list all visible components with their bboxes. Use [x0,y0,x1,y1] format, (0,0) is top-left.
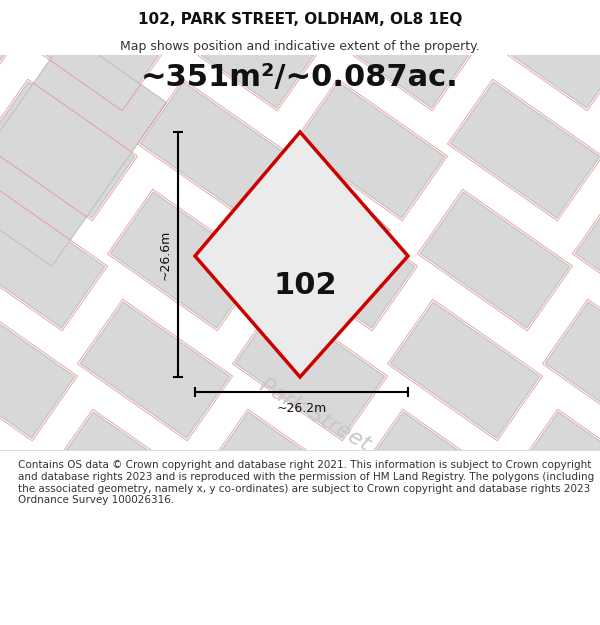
Polygon shape [205,412,355,548]
Polygon shape [110,192,260,328]
Polygon shape [140,82,290,218]
Polygon shape [330,522,480,625]
Polygon shape [390,302,540,438]
Polygon shape [360,412,510,548]
Text: 102, PARK STREET, OLDHAM, OL8 1EQ: 102, PARK STREET, OLDHAM, OL8 1EQ [138,12,462,27]
Polygon shape [325,0,475,108]
Polygon shape [0,302,75,438]
Polygon shape [575,192,600,328]
Polygon shape [485,522,600,625]
Polygon shape [175,522,325,625]
Polygon shape [195,132,408,377]
Polygon shape [480,0,600,108]
Polygon shape [265,192,415,328]
Polygon shape [220,150,390,310]
Polygon shape [15,0,165,108]
Text: ~26.2m: ~26.2m [277,401,326,414]
Polygon shape [545,302,600,438]
Polygon shape [515,412,600,548]
Polygon shape [80,302,230,438]
Text: ~351m²/~0.087ac.: ~351m²/~0.087ac. [141,63,459,92]
Text: ~26.6m: ~26.6m [158,229,172,279]
Polygon shape [0,34,167,266]
Polygon shape [50,412,200,548]
Polygon shape [420,192,570,328]
Polygon shape [0,82,135,218]
Text: Park Street: Park Street [256,375,374,455]
Polygon shape [20,522,170,625]
Polygon shape [235,302,385,438]
Polygon shape [170,0,320,108]
Text: 102: 102 [273,271,337,299]
Text: Map shows position and indicative extent of the property.: Map shows position and indicative extent… [120,39,480,52]
Polygon shape [450,82,600,218]
Polygon shape [0,412,45,548]
Polygon shape [0,192,105,328]
Polygon shape [295,82,445,218]
Text: Contains OS data © Crown copyright and database right 2021. This information is : Contains OS data © Crown copyright and d… [18,461,594,505]
Polygon shape [0,0,10,108]
Polygon shape [0,522,15,625]
